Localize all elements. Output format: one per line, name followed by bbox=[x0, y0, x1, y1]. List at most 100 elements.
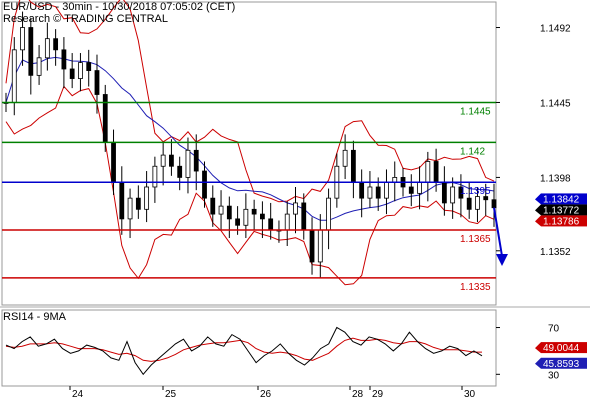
candle-body bbox=[86, 62, 92, 71]
rsi-ma-line bbox=[5, 337, 482, 362]
candle-body bbox=[160, 154, 166, 167]
candle-body bbox=[243, 208, 249, 226]
x-tick-label: 24 bbox=[72, 389, 84, 400]
rsi-line bbox=[5, 326, 483, 376]
rsi-title: RSI14 - 9MA bbox=[3, 311, 66, 323]
price-badge-bg bbox=[541, 193, 587, 205]
rsi-badge-pointer bbox=[535, 357, 541, 369]
candle-body bbox=[384, 181, 389, 199]
candle-body bbox=[235, 218, 240, 226]
candle-body bbox=[441, 181, 447, 204]
moving-average-line bbox=[5, 56, 495, 221]
candle-body bbox=[268, 218, 274, 231]
candle-body bbox=[78, 62, 83, 79]
level-label-resistance: 1.1445 bbox=[460, 106, 491, 117]
price-badge-pointer bbox=[535, 204, 541, 216]
candle-body bbox=[193, 149, 199, 172]
rsi-panel-frame bbox=[1, 309, 497, 387]
candle-body bbox=[309, 229, 315, 263]
candle-body bbox=[127, 197, 133, 220]
candle-body bbox=[218, 205, 224, 215]
rsi-badge-bg bbox=[541, 357, 587, 369]
candle-body bbox=[11, 49, 17, 103]
level-label-pivot: 1.1395 bbox=[460, 186, 491, 197]
chart-title: EUR/USD - 30min - 10/30/2018 07:05:02 (C… bbox=[3, 1, 236, 13]
candle-body bbox=[152, 165, 158, 188]
projection-arrowhead bbox=[496, 253, 508, 266]
rsi-y-tick-label: 30 bbox=[548, 370, 560, 381]
price-badge-label: 1.13786 bbox=[543, 216, 580, 227]
rsi-badge-bg bbox=[541, 342, 587, 354]
candle-body bbox=[28, 27, 34, 76]
x-tick-label: 28 bbox=[352, 389, 364, 400]
price-badge-bg bbox=[541, 215, 587, 227]
price-badge-label: 1.13842 bbox=[543, 194, 580, 205]
rsi-y-tick-label: 70 bbox=[548, 324, 560, 335]
price-badge-bg bbox=[541, 204, 587, 216]
candle-body bbox=[284, 213, 290, 231]
candle-body bbox=[475, 196, 480, 210]
candle-body bbox=[94, 70, 100, 95]
candle-body bbox=[36, 57, 42, 76]
price-y-tick-label: 1.1398 bbox=[540, 173, 571, 184]
candle-body bbox=[350, 149, 356, 183]
x-tick-label: 29 bbox=[372, 389, 384, 400]
candle-body bbox=[466, 197, 472, 210]
rsi-badge-pointer bbox=[535, 342, 541, 354]
candle-body bbox=[433, 161, 439, 183]
rsi-badge-label: 49.0044 bbox=[543, 343, 580, 354]
candle-body bbox=[111, 141, 116, 183]
price-panel-frame bbox=[1, 1, 497, 306]
projection-arrow-line bbox=[493, 207, 503, 257]
candle-body bbox=[483, 196, 489, 201]
level-label-support: 1.1335 bbox=[460, 282, 491, 293]
chart-subtitle: Research © TRADING CENTRAL bbox=[3, 13, 168, 25]
level-label-resistance: 1.142 bbox=[460, 146, 485, 157]
candle-body bbox=[69, 68, 75, 79]
candle-body bbox=[251, 208, 257, 215]
candle-body bbox=[450, 186, 456, 204]
candle-body bbox=[135, 197, 141, 210]
candle-body bbox=[260, 213, 265, 220]
candle-body bbox=[177, 165, 183, 178]
x-tick-label: 30 bbox=[464, 389, 476, 400]
candle-body bbox=[359, 181, 365, 199]
candle-body bbox=[102, 94, 108, 143]
candle-body bbox=[44, 38, 50, 59]
price-y-tick-label: 1.1492 bbox=[540, 24, 571, 35]
x-tick-label: 25 bbox=[165, 389, 177, 400]
candle-body bbox=[425, 161, 431, 183]
candle-body bbox=[375, 186, 381, 199]
candle-body bbox=[326, 197, 331, 231]
bollinger-upper-line bbox=[5, 0, 495, 203]
candle-body bbox=[367, 186, 373, 199]
candle-body bbox=[417, 181, 422, 194]
candle-body bbox=[20, 27, 25, 51]
bollinger-lower-line bbox=[5, 85, 495, 286]
price-y-tick-label: 1.1352 bbox=[540, 247, 571, 258]
candle-body bbox=[169, 154, 174, 167]
candle-body bbox=[185, 149, 191, 178]
price-badge-pointer bbox=[535, 215, 541, 227]
candle-body bbox=[144, 186, 150, 210]
candle-body bbox=[61, 49, 67, 70]
candle-body bbox=[317, 229, 323, 263]
price-badge-pointer bbox=[535, 193, 541, 205]
level-label-support: 1.1365 bbox=[460, 234, 491, 245]
candle-body bbox=[226, 205, 232, 220]
rsi-badge-label: 45.8593 bbox=[543, 359, 580, 370]
candle-body bbox=[210, 197, 216, 215]
candle-body bbox=[119, 181, 125, 220]
candle-body bbox=[293, 202, 298, 215]
candle-body bbox=[408, 186, 414, 194]
candle-body bbox=[301, 202, 307, 231]
price-y-tick-label: 1.1445 bbox=[540, 98, 571, 109]
candle-body bbox=[342, 149, 348, 167]
x-tick-label: 26 bbox=[260, 389, 272, 400]
candle-body bbox=[458, 186, 464, 199]
price-badge-label: 1.13772 bbox=[543, 205, 580, 216]
candle-body bbox=[491, 199, 497, 209]
candle-body bbox=[202, 170, 207, 199]
candle-body bbox=[53, 38, 59, 51]
